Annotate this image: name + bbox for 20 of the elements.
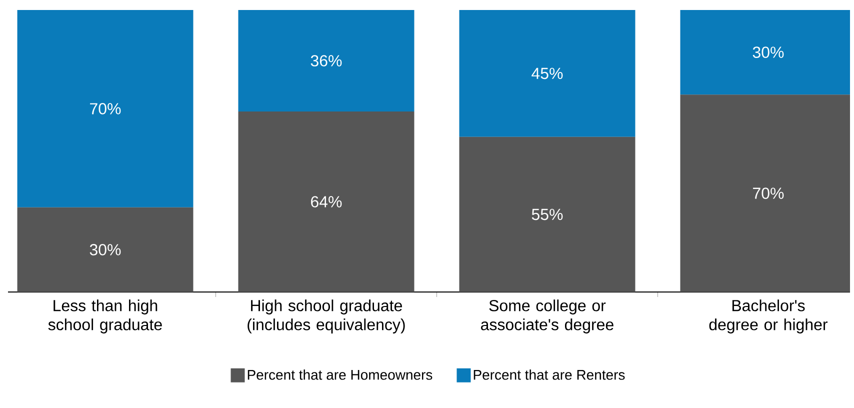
x-tick-label: Some college or associate's degree — [481, 300, 614, 334]
x-tick-label: Bachelor's degree or higher — [709, 300, 828, 334]
data-label: 45% — [532, 68, 563, 80]
bar — [238, 112, 414, 292]
x-tick-label: High school graduate (includes equivalency) — [248, 300, 405, 334]
bar — [17, 207, 194, 292]
x-tick-label: Less than high school graduate — [48, 300, 162, 334]
bar — [17, 10, 194, 208]
data-label: 30% — [752, 46, 784, 58]
data-label: 36% — [310, 55, 342, 66]
data-label: 64% — [311, 196, 342, 208]
bar — [238, 10, 414, 112]
bar — [459, 136, 636, 292]
data-label: 30% — [90, 244, 121, 256]
data-label: 70% — [753, 188, 784, 199]
bar — [459, 10, 636, 137]
data-label: 55% — [532, 208, 563, 220]
legend-label: Percent that are Renters — [474, 370, 625, 380]
legend-label: Percent that are Homeowners — [248, 370, 432, 380]
data-label: 70% — [90, 103, 121, 114]
